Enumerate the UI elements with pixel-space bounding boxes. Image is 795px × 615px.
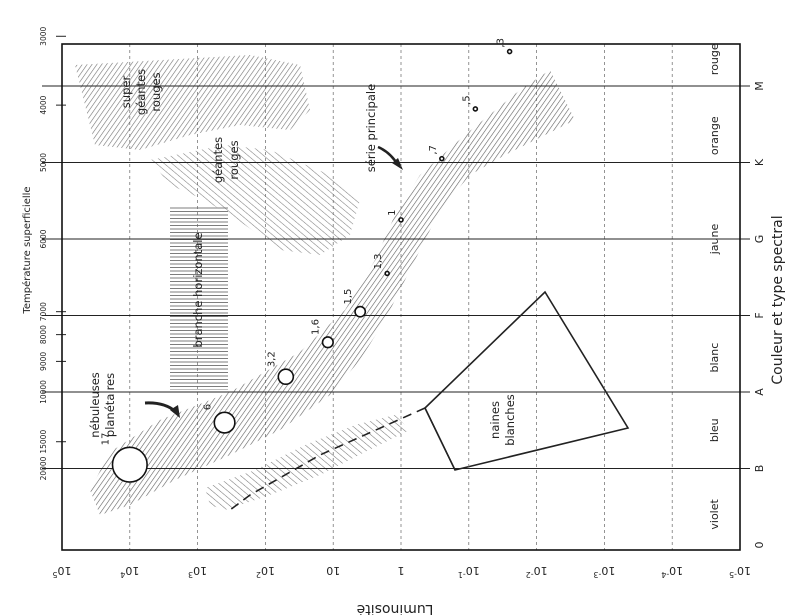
star-4 bbox=[354, 305, 367, 318]
star-6 bbox=[398, 217, 404, 223]
star-label-4: 1,5 bbox=[343, 289, 354, 305]
spectral-type-1: B bbox=[753, 465, 766, 473]
planetary-nebulae-label-2: planétaires bbox=[103, 373, 117, 437]
star-label-3: 1,6 bbox=[311, 319, 322, 335]
horizontal-branch-region bbox=[170, 205, 228, 390]
horizontal-branch-label: branche horizontale bbox=[191, 232, 205, 347]
spectral-type-6: M bbox=[753, 81, 766, 91]
star-7 bbox=[439, 155, 445, 162]
lum-tick-label-10: 10-5 bbox=[729, 564, 751, 579]
star-5 bbox=[384, 270, 390, 277]
nebulae-arrow-head bbox=[170, 405, 180, 418]
color-label-4: orange bbox=[708, 116, 721, 155]
giants-label-1: géantes bbox=[211, 137, 225, 183]
lum-tick-label-8: 10-3 bbox=[593, 564, 615, 579]
white-dwarfs-inner-line bbox=[424, 407, 456, 471]
star-1 bbox=[213, 411, 236, 434]
star-2 bbox=[277, 368, 295, 386]
lum-tick-label-4: 10 bbox=[326, 564, 340, 577]
color-labels: violet bleu blanc jaune orange rouge bbox=[708, 43, 721, 529]
main-sequence-arrow-head bbox=[392, 158, 403, 170]
lum-tick-label-5: 1 bbox=[398, 564, 405, 577]
spectral-axis-caption: Couleur et type spectral bbox=[770, 215, 786, 384]
giants-label-2: rouges bbox=[227, 140, 241, 179]
supergiants-label-3: rouges bbox=[149, 72, 163, 111]
star-label-2: 3,2 bbox=[266, 351, 277, 367]
supergiants-label-1: super bbox=[119, 76, 133, 109]
temp-tick-label-0: 20000 bbox=[39, 456, 48, 480]
star-label-6: 1 bbox=[387, 210, 398, 216]
luminosity-axis-label: Luminosité bbox=[357, 601, 434, 615]
star-label-5: 1,3 bbox=[373, 254, 384, 270]
star-label-1: 6 bbox=[202, 404, 213, 410]
supergiants-label-2: géantes bbox=[134, 69, 148, 115]
lum-tick-label-3: 102 bbox=[256, 564, 275, 579]
lum-tick-label-6: 10-1 bbox=[458, 564, 480, 579]
lum-tick-label-2: 103 bbox=[188, 564, 207, 579]
color-label-2: blanc bbox=[708, 343, 721, 373]
white-dwarfs-label-1: naines bbox=[488, 401, 502, 439]
spectral-type-5: K bbox=[753, 158, 766, 166]
giants-region bbox=[150, 145, 360, 255]
spectral-type-2: A bbox=[753, 388, 766, 396]
star-label-8: ,5 bbox=[461, 95, 472, 105]
luminosity-ticks: 105 104 103 102 10 1 10-1 10-2 10-3 10-4 10-5 bbox=[52, 564, 751, 579]
temperature-ticks: 20000 15000 10000 9000 8000 7000 6000 5000 4000 3… bbox=[39, 27, 48, 481]
temp-tick-label-2: 10000 bbox=[39, 380, 48, 404]
lum-tick-label-9: 10-4 bbox=[661, 564, 683, 579]
spectral-type-0: 0 bbox=[753, 542, 766, 549]
plot-frame bbox=[61, 43, 741, 551]
color-label-0: violet bbox=[708, 498, 721, 529]
star-9 bbox=[506, 48, 513, 55]
color-label-5: rouge bbox=[708, 43, 721, 75]
white-dwarfs-label-2: blanches bbox=[503, 394, 517, 446]
temp-tick-label-9: 3000 bbox=[39, 27, 48, 46]
spectral-type-3: F bbox=[753, 312, 766, 318]
temp-tick-label-4: 8000 bbox=[39, 325, 48, 344]
grid bbox=[42, 35, 750, 550]
lum-tick-label-7: 10-2 bbox=[526, 564, 548, 579]
temp-tick-label-3: 9000 bbox=[39, 352, 48, 371]
star-3 bbox=[321, 336, 334, 349]
supergiants-region bbox=[75, 55, 310, 150]
spectral-type-ticks: 0 B A F G K M bbox=[753, 81, 766, 548]
main-sequence-label: série principale bbox=[364, 84, 378, 172]
spectral-type-4: G bbox=[753, 235, 766, 244]
star-label-0: 17 bbox=[100, 433, 111, 446]
lower-band bbox=[205, 415, 410, 510]
color-label-1: bleu bbox=[708, 418, 721, 442]
white-dwarfs-extension bbox=[229, 407, 426, 511]
temperature-axis-label: Température superficielle bbox=[21, 186, 33, 314]
lum-tick-label-0: 105 bbox=[52, 564, 71, 579]
planetary-nebulae-label-1: nébuleuses bbox=[88, 372, 102, 438]
star-label-7: ,7 bbox=[428, 145, 439, 155]
white-dwarfs-region bbox=[424, 290, 630, 471]
main-sequence-band bbox=[90, 70, 575, 515]
star-label-9: ,3 bbox=[496, 38, 507, 48]
stars: 17 6 3,2 1,6 1,5 1,3 1 ,7 ,5 ,3 bbox=[100, 38, 513, 483]
star-8 bbox=[472, 106, 479, 112]
temp-tick-label-7: 5000 bbox=[39, 153, 48, 172]
temp-tick-label-8: 4000 bbox=[39, 95, 48, 114]
color-label-3: jaune bbox=[708, 224, 721, 256]
lum-tick-label-1: 104 bbox=[120, 564, 139, 579]
temp-tick-label-1: 15000 bbox=[39, 430, 48, 454]
temp-tick-label-5: 7000 bbox=[39, 302, 48, 321]
star-0 bbox=[111, 446, 148, 483]
temp-tick-label-6: 6000 bbox=[39, 229, 48, 248]
